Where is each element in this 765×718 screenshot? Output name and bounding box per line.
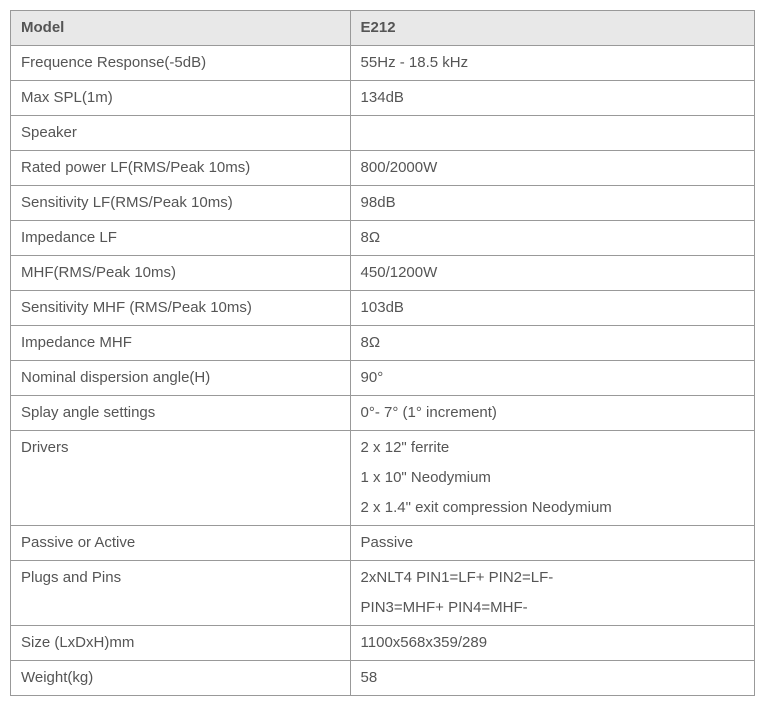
table-row: Passive or ActivePassive [11, 526, 755, 561]
row-value-line: PIN3=MHF+ PIN4=MHF- [361, 593, 744, 617]
row-value-line: 2 x 12" ferrite [361, 439, 744, 463]
table-row: Weight(kg)58 [11, 661, 755, 696]
row-label: Passive or Active [11, 526, 351, 561]
row-label: Impedance MHF [11, 326, 351, 361]
header-value: E212 [350, 11, 754, 46]
row-label: Sensitivity MHF (RMS/Peak 10ms) [11, 291, 351, 326]
table-row: Max SPL(1m)134dB [11, 81, 755, 116]
row-label: Nominal dispersion angle(H) [11, 361, 351, 396]
row-label: Drivers [11, 431, 351, 526]
table-row: Sensitivity MHF (RMS/Peak 10ms)103dB [11, 291, 755, 326]
row-value: 800/2000W [350, 151, 754, 186]
table-header-row: Model E212 [11, 11, 755, 46]
row-value: 450/1200W [350, 256, 754, 291]
table-row: MHF(RMS/Peak 10ms)450/1200W [11, 256, 755, 291]
row-value-line: 1 x 10" Neodymium [361, 463, 744, 493]
table-row: Speaker [11, 116, 755, 151]
row-label: Weight(kg) [11, 661, 351, 696]
row-value-line: 2 x 1.4" exit compression Neodymium [361, 493, 744, 517]
row-label: Speaker [11, 116, 351, 151]
spec-table-body: Frequence Response(-5dB)55Hz - 18.5 kHzM… [11, 46, 755, 696]
row-label: Impedance LF [11, 221, 351, 256]
row-label: Plugs and Pins [11, 561, 351, 626]
row-value: 0°- 7° (1° increment) [350, 396, 754, 431]
table-row: Sensitivity LF(RMS/Peak 10ms)98dB [11, 186, 755, 221]
row-value: 8Ω [350, 221, 754, 256]
table-row: Impedance LF8Ω [11, 221, 755, 256]
row-label: Rated power LF(RMS/Peak 10ms) [11, 151, 351, 186]
row-label: Max SPL(1m) [11, 81, 351, 116]
row-label: Size (LxDxH)mm [11, 626, 351, 661]
table-row: Rated power LF(RMS/Peak 10ms)800/2000W [11, 151, 755, 186]
header-label: Model [11, 11, 351, 46]
row-value: 55Hz - 18.5 kHz [350, 46, 754, 81]
row-label: Splay angle settings [11, 396, 351, 431]
table-row: Impedance MHF8Ω [11, 326, 755, 361]
row-value: 98dB [350, 186, 754, 221]
table-row: Splay angle settings0°- 7° (1° increment… [11, 396, 755, 431]
row-label: MHF(RMS/Peak 10ms) [11, 256, 351, 291]
table-row: Size (LxDxH)mm1100x568x359/289 [11, 626, 755, 661]
table-row: Nominal dispersion angle(H)90° [11, 361, 755, 396]
row-value-line: 2xNLT4 PIN1=LF+ PIN2=LF- [361, 569, 744, 593]
row-value: Passive [350, 526, 754, 561]
spec-table: Model E212 Frequence Response(-5dB)55Hz … [10, 10, 755, 696]
row-value: 58 [350, 661, 754, 696]
row-value: 2 x 12" ferrite1 x 10" Neodymium2 x 1.4"… [350, 431, 754, 526]
row-value: 1100x568x359/289 [350, 626, 754, 661]
row-value: 90° [350, 361, 754, 396]
row-label: Sensitivity LF(RMS/Peak 10ms) [11, 186, 351, 221]
table-row: Frequence Response(-5dB)55Hz - 18.5 kHz [11, 46, 755, 81]
row-label: Frequence Response(-5dB) [11, 46, 351, 81]
row-value: 8Ω [350, 326, 754, 361]
row-value [350, 116, 754, 151]
row-value: 103dB [350, 291, 754, 326]
table-row: Plugs and Pins2xNLT4 PIN1=LF+ PIN2=LF-PI… [11, 561, 755, 626]
row-value: 2xNLT4 PIN1=LF+ PIN2=LF-PIN3=MHF+ PIN4=M… [350, 561, 754, 626]
table-row: Drivers2 x 12" ferrite1 x 10" Neodymium2… [11, 431, 755, 526]
row-value: 134dB [350, 81, 754, 116]
